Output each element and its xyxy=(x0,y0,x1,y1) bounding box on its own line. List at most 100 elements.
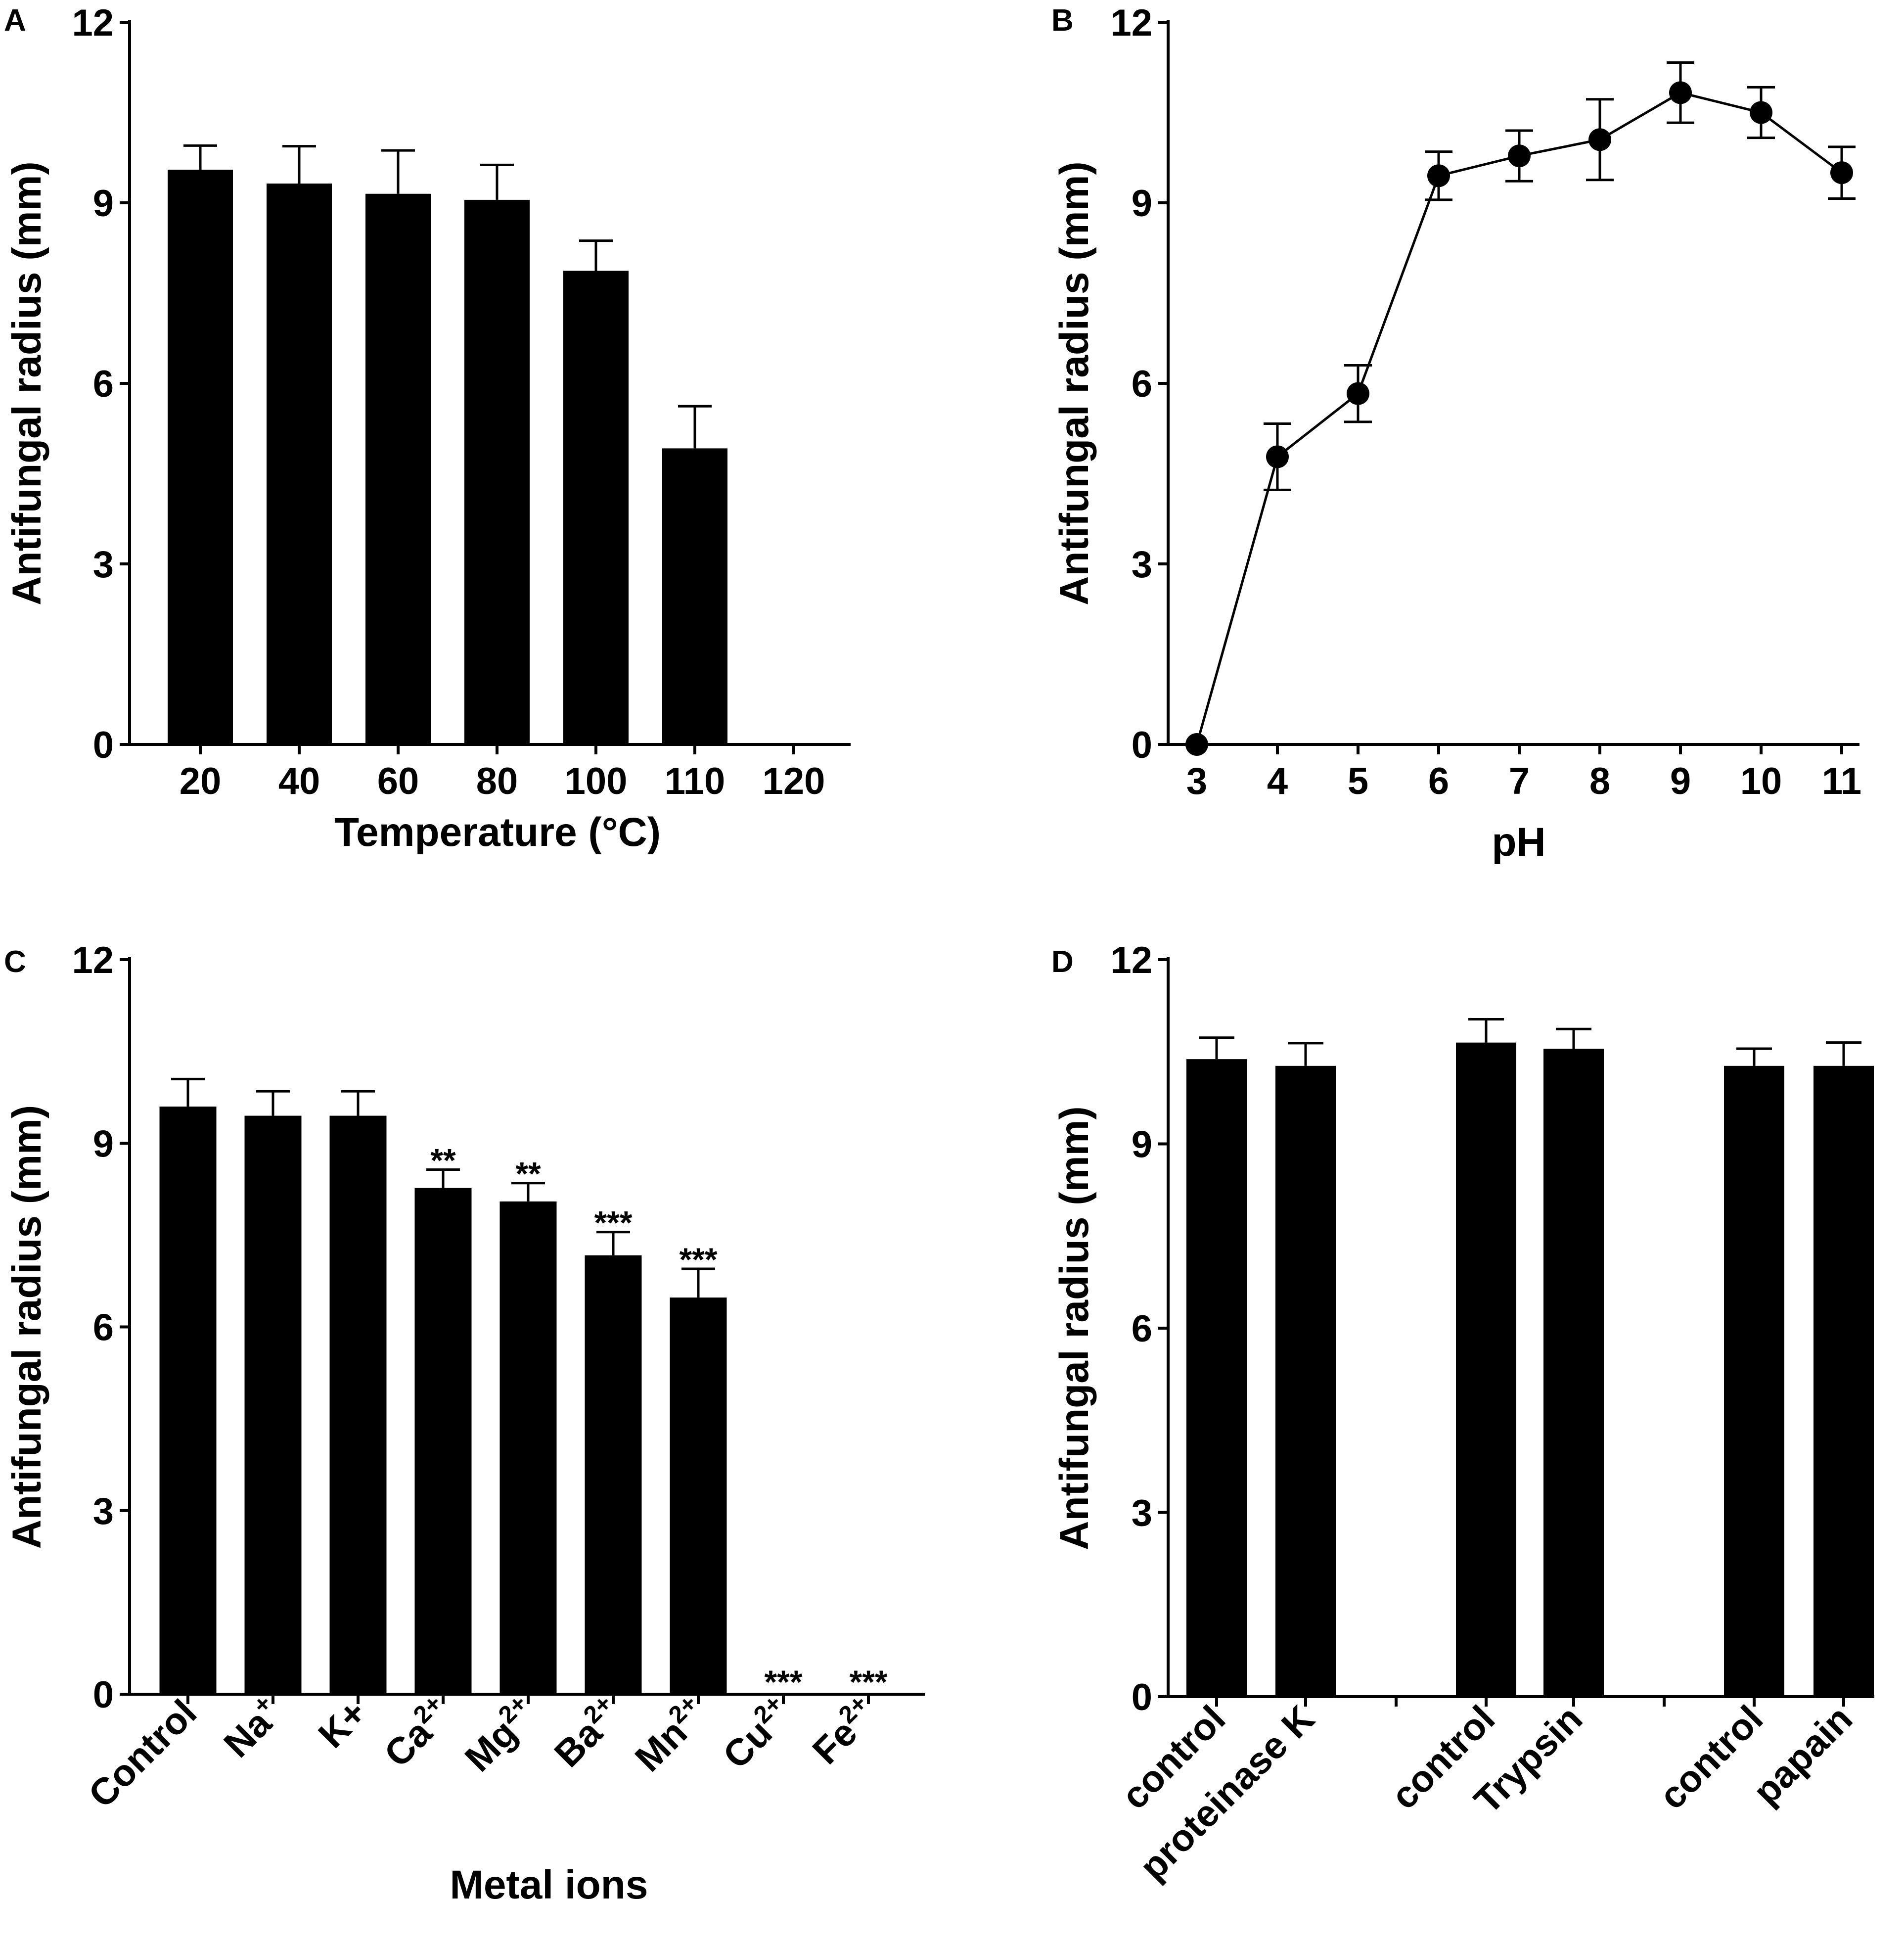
x-tick-label: 7 xyxy=(1509,760,1530,802)
x-tick-label: 5 xyxy=(1348,760,1368,802)
bar-control xyxy=(159,1107,217,1694)
x-tick-label: Mg2+ xyxy=(454,1689,545,1780)
panel-letter-a: A xyxy=(4,3,26,38)
x-tick-label: Fe2+ xyxy=(802,1689,885,1772)
y-tick-label: 12 xyxy=(72,2,114,44)
bar-ba xyxy=(585,1255,642,1694)
y-tick-label: 3 xyxy=(93,1490,114,1532)
y-tick-label: 9 xyxy=(93,1123,114,1165)
significance-marker: ** xyxy=(515,1156,541,1192)
x-tick-label: 20 xyxy=(180,760,222,802)
bar-60 xyxy=(365,193,431,744)
data-point-ph-6 xyxy=(1427,164,1450,187)
data-point-ph-9 xyxy=(1669,81,1692,104)
bar-proteinase-k xyxy=(1275,1065,1336,1697)
y-tick-label: 3 xyxy=(1132,1492,1152,1534)
bar-mn xyxy=(670,1297,727,1694)
data-point-ph-4 xyxy=(1266,445,1289,468)
significance-marker: *** xyxy=(594,1204,632,1241)
x-axis-title: Temperature (°C) xyxy=(334,810,661,855)
bar-100 xyxy=(563,271,629,744)
x-axis-title: pH xyxy=(1492,820,1545,865)
panel-a-temperature-bar-chart: A 0 3 6 9 12 Antifungal radius (mm) 20 40 60 80 10… xyxy=(4,2,851,855)
data-point-ph-11 xyxy=(1830,161,1853,185)
y-tick-label: 0 xyxy=(1132,1676,1152,1718)
x-tick-label: Ba2+ xyxy=(544,1689,630,1775)
bar-80 xyxy=(464,199,530,745)
significance-marker: *** xyxy=(679,1241,717,1278)
bar-na xyxy=(244,1115,302,1694)
x-tick-label: 10 xyxy=(1740,760,1782,802)
bar-k+ xyxy=(329,1115,387,1694)
y-tick-label: 3 xyxy=(1132,544,1152,586)
y-tick-label: 9 xyxy=(1132,1124,1152,1166)
data-line xyxy=(1195,91,1843,745)
bar-20 xyxy=(168,170,233,744)
x-tick-label: 110 xyxy=(665,760,725,802)
panel-letter-c: C xyxy=(4,945,26,979)
panel-a-marks: 0 3 6 9 12 Antifungal radius (mm) 20 40 60 80 100 1… xyxy=(4,2,851,855)
y-tick-label: 6 xyxy=(93,363,114,405)
panel-letter-b: B xyxy=(1051,3,1074,38)
bar-110 xyxy=(662,448,727,744)
data-point-ph-10 xyxy=(1750,101,1772,124)
x-tick-label: Ca2+ xyxy=(374,1689,460,1775)
bar-control xyxy=(1724,1065,1784,1697)
x-tick-label: Cu2+ xyxy=(713,1689,800,1777)
y-tick-label: 0 xyxy=(93,1674,114,1716)
y-axis-title: Antifungal radius (mm) xyxy=(4,1105,49,1549)
x-tick-label: control xyxy=(1651,1698,1771,1817)
x-tick-label: 6 xyxy=(1428,760,1449,802)
x-tick-label: 100 xyxy=(565,760,628,802)
bar-trypsin xyxy=(1543,1049,1604,1697)
significance-marker: ** xyxy=(430,1142,456,1178)
panel-letter-d: D xyxy=(1051,945,1074,979)
y-tick-label: 6 xyxy=(1132,1308,1152,1350)
y-tick-label: 12 xyxy=(1110,2,1152,44)
bar-control xyxy=(1186,1059,1247,1697)
x-tick-label-base: K+ xyxy=(311,1692,375,1756)
x-axis-title: Metal ions xyxy=(450,1862,648,1907)
bar-control xyxy=(1456,1042,1516,1697)
data-point-ph-5 xyxy=(1347,382,1369,405)
x-tick-label: 8 xyxy=(1589,760,1610,802)
x-tick-label: 120 xyxy=(763,760,825,802)
x-tick-label: 80 xyxy=(476,760,518,802)
x-tick-label: Na+ xyxy=(214,1689,290,1765)
x-tick-label: K+ xyxy=(311,1692,375,1756)
y-tick-label: 3 xyxy=(93,544,114,586)
y-tick-label: 6 xyxy=(93,1307,114,1349)
x-tick-label: 40 xyxy=(278,760,320,802)
bar-papain xyxy=(1813,1065,1874,1697)
x-tick-label: papain xyxy=(1745,1698,1860,1813)
x-tick-label: 3 xyxy=(1186,760,1207,802)
bar-40 xyxy=(267,184,332,745)
y-tick-label: 12 xyxy=(1110,939,1152,981)
significance-marker: *** xyxy=(764,1664,802,1700)
bar-ca xyxy=(414,1188,472,1694)
y-tick-label: 6 xyxy=(1132,363,1152,405)
x-tick-label: Mn2+ xyxy=(625,1689,715,1780)
data-point-ph-7 xyxy=(1508,144,1531,168)
bar-mg xyxy=(499,1201,557,1694)
y-axis-title: Antifungal radius (mm) xyxy=(1052,161,1097,605)
x-tick-label: 11 xyxy=(1822,760,1861,802)
y-tick-label: 12 xyxy=(72,939,114,981)
y-tick-label: 9 xyxy=(93,183,114,225)
y-axis-title: Antifungal radius (mm) xyxy=(1052,1106,1097,1550)
x-tick-label: 4 xyxy=(1267,760,1288,802)
y-tick-label: 9 xyxy=(1132,183,1152,225)
x-tick-label: 9 xyxy=(1670,760,1691,802)
y-axis-title: Antifungal radius (mm) xyxy=(4,161,49,605)
data-point-ph-8 xyxy=(1588,128,1611,151)
y-tick-label: 0 xyxy=(93,724,114,766)
x-tick-label: 60 xyxy=(377,760,419,802)
significance-marker: *** xyxy=(849,1664,887,1700)
